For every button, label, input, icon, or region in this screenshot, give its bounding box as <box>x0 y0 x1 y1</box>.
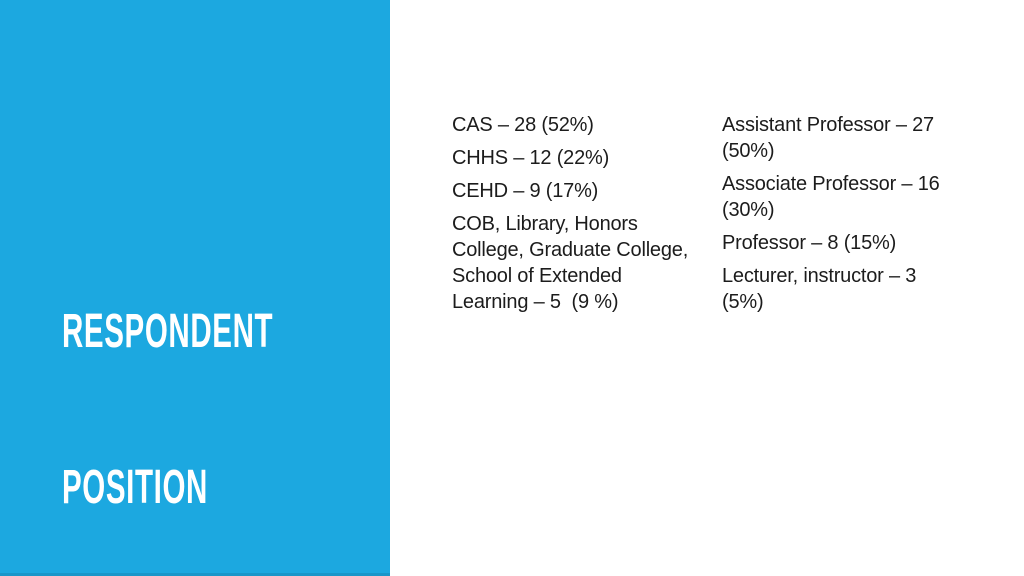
stat-text-line: School of Extended <box>452 265 622 287</box>
page-title-line: RESPONDENT <box>62 305 274 358</box>
position-stat-item: Lecturer, instructor – 3 (5%) <box>722 263 940 315</box>
stat-text-line: (5%) <box>722 291 764 313</box>
college-stat-item: COB, Library, Honors College, Graduate C… <box>452 211 700 315</box>
stat-text-line: Professor – 8 (15%) <box>722 232 897 254</box>
college-stat-item: CAS – 28 (52%) <box>452 112 700 138</box>
stat-text-line: (30%) <box>722 199 775 221</box>
stat-text-line: CAS – 28 (52%) <box>452 114 594 136</box>
page-title-line: POSITION <box>62 461 208 514</box>
title-panel: RESPONDENT POSITION (N=54) <box>0 0 390 576</box>
stat-text-line: COB, Library, Honors <box>452 213 638 235</box>
position-stats-column: Assistant Professor – 27 (50%) Associate… <box>722 112 940 322</box>
stat-text-line: (50%) <box>722 140 775 162</box>
stat-text-line: Associate Professor – 16 <box>722 173 940 195</box>
stat-text-line: Lecturer, instructor – 3 <box>722 265 917 287</box>
stat-text-line: Assistant Professor – 27 <box>722 114 934 136</box>
stat-text-line: College, Graduate College, <box>452 239 689 261</box>
position-stat-item: Professor – 8 (15%) <box>722 230 940 256</box>
position-stat-item: Assistant Professor – 27 (50%) <box>722 112 940 164</box>
position-stat-item: Associate Professor – 16 (30%) <box>722 171 940 223</box>
stat-text-line: Learning – 5 (9 %) <box>452 291 619 313</box>
college-stats-column: CAS – 28 (52%) CHHS – 12 (22%) CEHD – 9 … <box>452 112 700 322</box>
stat-text-line: CHHS – 12 (22%) <box>452 147 610 169</box>
college-stat-item: CHHS – 12 (22%) <box>452 145 700 171</box>
page-title: RESPONDENT POSITION (N=54) <box>62 202 273 576</box>
stat-text-line: CEHD – 9 (17%) <box>452 180 599 202</box>
college-stat-item: CEHD – 9 (17%) <box>452 178 700 204</box>
